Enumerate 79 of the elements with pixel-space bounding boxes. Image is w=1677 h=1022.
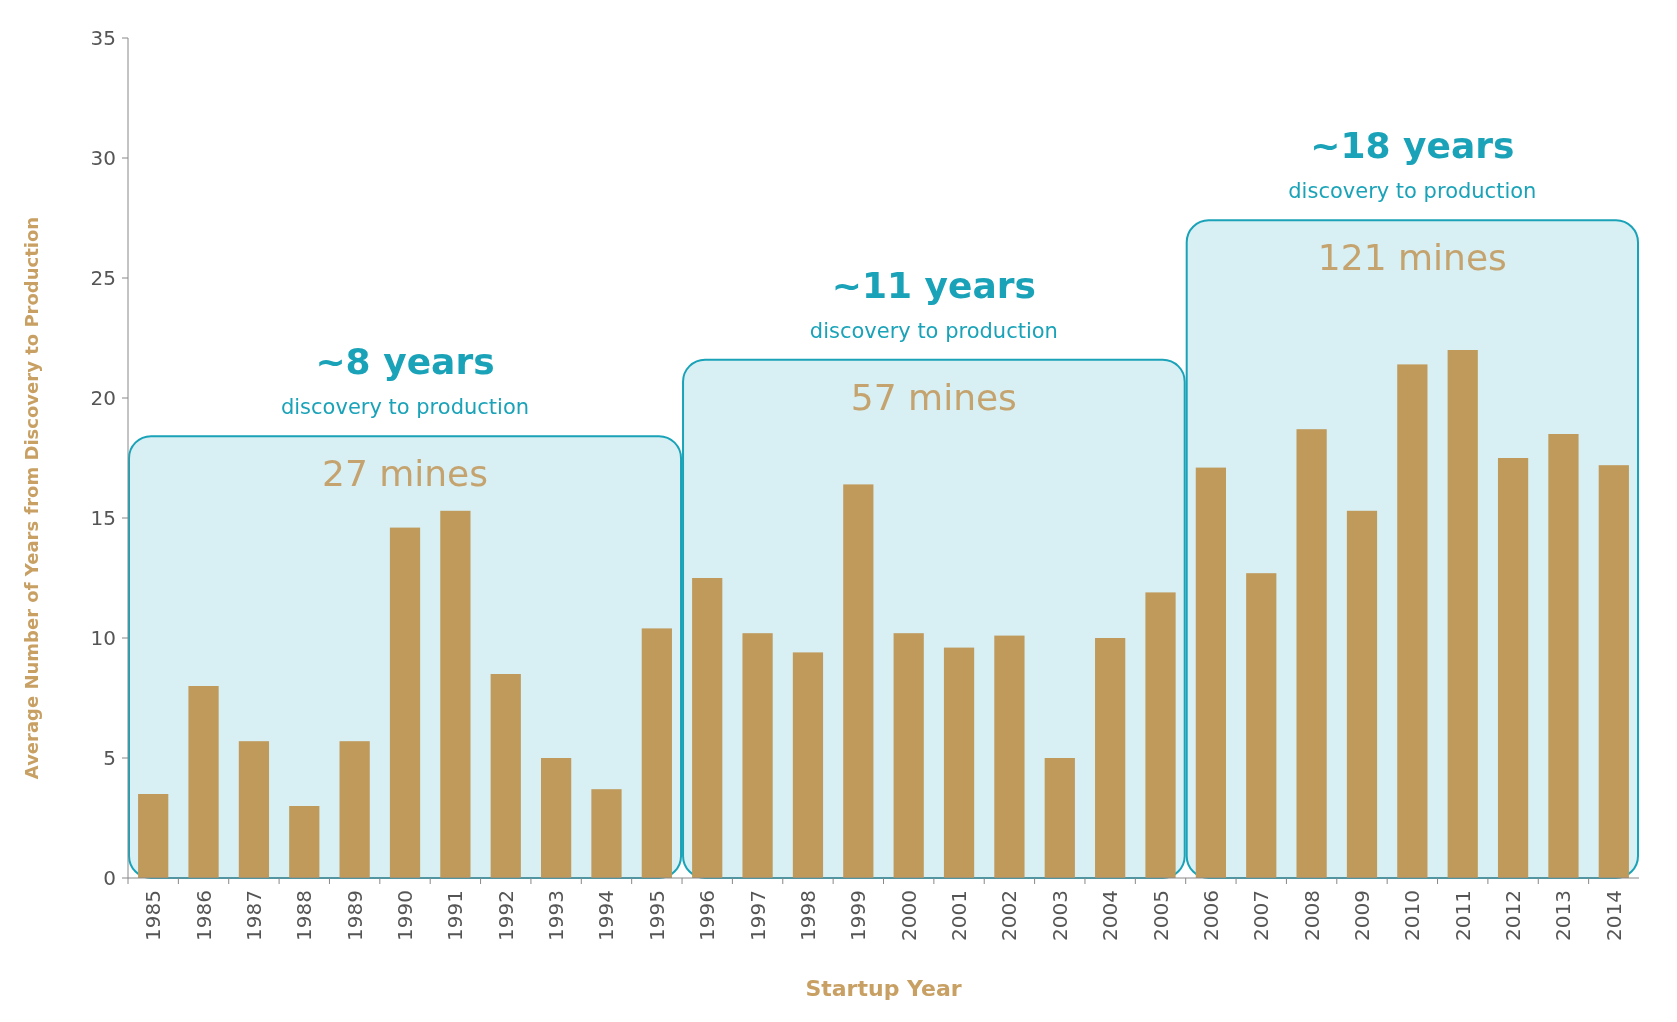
bar bbox=[238, 741, 270, 878]
x-tick-label: 1998 bbox=[795, 890, 820, 941]
bar bbox=[138, 794, 169, 878]
bar bbox=[1095, 638, 1126, 878]
bar bbox=[591, 789, 622, 878]
y-tick-label: 5 bbox=[103, 746, 116, 770]
annotation: discovery to production bbox=[1288, 179, 1537, 204]
x-tick-label: 1991 bbox=[443, 890, 468, 941]
x-tick-label: 1990 bbox=[393, 890, 418, 941]
x-tick-label: 1985 bbox=[141, 890, 166, 941]
x-tick-label: 1989 bbox=[342, 890, 367, 941]
annotation: ~11 years bbox=[831, 264, 1036, 306]
x-tick-label: 1997 bbox=[745, 890, 770, 941]
bar bbox=[389, 527, 421, 878]
bar bbox=[843, 484, 874, 878]
annotation: ~8 years bbox=[315, 341, 495, 383]
x-tick-label: 1999 bbox=[846, 890, 871, 941]
annotation: 57 mines bbox=[850, 376, 1017, 418]
x-tick-label: 1992 bbox=[493, 890, 518, 941]
annotation: discovery to production bbox=[809, 318, 1058, 343]
x-tick-label: 2002 bbox=[997, 890, 1022, 941]
y-tick-label: 25 bbox=[90, 266, 116, 290]
x-tick-label: 2004 bbox=[1098, 890, 1123, 941]
bar bbox=[742, 633, 773, 878]
x-tick-label: 2003 bbox=[1047, 890, 1072, 941]
bar bbox=[1497, 458, 1529, 878]
x-tick-label: 2013 bbox=[1551, 890, 1576, 941]
bar bbox=[490, 674, 521, 878]
x-tick-label: 2000 bbox=[896, 890, 921, 941]
y-tick-label: 30 bbox=[90, 146, 116, 170]
bar bbox=[1397, 364, 1428, 878]
x-tick-label: 1988 bbox=[292, 890, 317, 941]
y-axis-title: Average Number of Years from Discovery to Production bbox=[21, 216, 42, 780]
bar bbox=[339, 741, 370, 878]
bar bbox=[692, 578, 723, 878]
y-tick-label: 35 bbox=[90, 26, 116, 50]
annotation: 27 mines bbox=[321, 453, 489, 495]
bar bbox=[994, 635, 1025, 878]
annotation: discovery to production bbox=[280, 395, 530, 420]
bar bbox=[1195, 467, 1226, 878]
x-tick-label: 1996 bbox=[695, 890, 720, 941]
x-tick-label: 2005 bbox=[1148, 890, 1173, 941]
bar bbox=[188, 686, 219, 878]
bar bbox=[1447, 350, 1478, 878]
annotation: ~18 years bbox=[1310, 125, 1515, 167]
annotation: 121 mines bbox=[1317, 237, 1507, 279]
bar bbox=[1548, 434, 1579, 878]
bar bbox=[1346, 510, 1378, 878]
x-tick-label: 1987 bbox=[241, 890, 266, 941]
y-tick-label: 20 bbox=[90, 386, 116, 410]
x-tick-label: 1986 bbox=[191, 890, 216, 941]
x-tick-label: 1995 bbox=[644, 890, 669, 941]
x-axis-title: Startup Year bbox=[805, 976, 962, 1001]
x-tick-label: 2008 bbox=[1299, 890, 1324, 941]
bar bbox=[289, 806, 320, 878]
bar bbox=[1145, 592, 1176, 878]
x-tick-label: 2011 bbox=[1450, 890, 1475, 941]
bar bbox=[440, 510, 471, 878]
bar bbox=[1246, 573, 1277, 878]
bar bbox=[893, 633, 924, 878]
x-tick-label: 2012 bbox=[1501, 890, 1526, 941]
bar bbox=[792, 652, 824, 878]
bar bbox=[1598, 465, 1629, 878]
y-tick-label: 10 bbox=[90, 626, 116, 650]
bar bbox=[1044, 758, 1075, 878]
bar bbox=[641, 628, 672, 878]
x-tick-label: 2014 bbox=[1601, 890, 1626, 941]
x-tick-label: 1993 bbox=[544, 890, 569, 941]
x-tick-label: 2009 bbox=[1349, 890, 1374, 941]
x-tick-label: 1994 bbox=[594, 890, 619, 941]
x-tick-label: 2007 bbox=[1249, 890, 1274, 941]
bar bbox=[943, 647, 975, 878]
bar bbox=[541, 758, 572, 878]
x-tick-label: 2006 bbox=[1198, 890, 1223, 941]
y-tick-label: 0 bbox=[103, 866, 116, 890]
x-tick-label: 2010 bbox=[1400, 890, 1425, 941]
y-tick-label: 15 bbox=[90, 506, 116, 530]
bar bbox=[1296, 429, 1327, 878]
x-tick-label: 2001 bbox=[947, 890, 972, 941]
